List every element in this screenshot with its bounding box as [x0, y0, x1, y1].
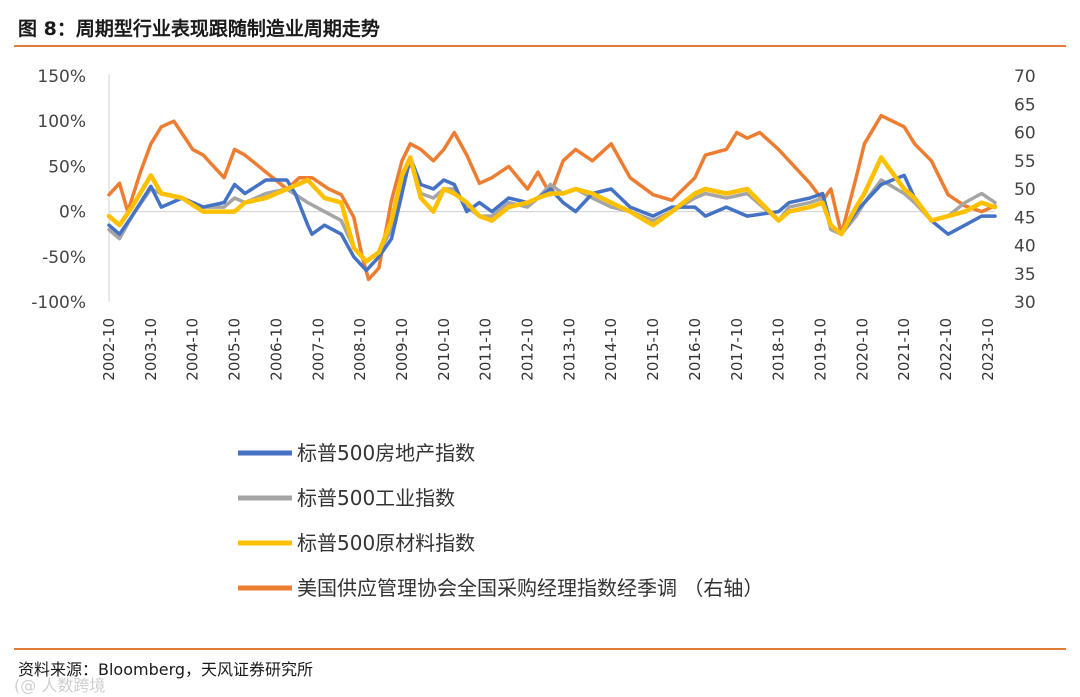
y-right-tick-label: 60 — [1014, 124, 1036, 144]
y-left-tick-label: -100% — [31, 293, 86, 313]
x-tick-label: 2008-10 — [351, 318, 369, 381]
y-left-tick-label: -50% — [42, 248, 86, 268]
x-tick-label: 2018-10 — [770, 318, 788, 381]
y-right-tick-label: 45 — [1014, 208, 1036, 228]
legend-label-1: 标普500工业指数 — [297, 486, 455, 510]
y-right-tick-label: 35 — [1014, 265, 1036, 285]
y-right-tick-label: 50 — [1014, 180, 1036, 200]
x-tick-label: 2016-10 — [686, 318, 704, 381]
x-tick-label: 2022-10 — [937, 318, 955, 381]
x-tick-label: 2021-10 — [895, 318, 913, 381]
watermark: (@ 人数跨境 — [14, 676, 106, 695]
chart-title: 图 8：周期型行业表现跟随制造业周期走势 — [18, 18, 380, 40]
x-tick-label: 2012-10 — [519, 318, 537, 381]
y-right-tick-label: 55 — [1014, 152, 1036, 172]
series-line-3 — [107, 113, 997, 282]
y-left-tick-label: 150% — [37, 67, 86, 87]
series-line-0 — [107, 155, 997, 273]
y-right-tick-label: 65 — [1014, 95, 1036, 115]
y-right-tick-label: 30 — [1014, 293, 1036, 313]
x-tick-label: 2023-10 — [979, 318, 997, 381]
bottom-rule — [14, 648, 1066, 650]
x-tick-label: 2014-10 — [602, 318, 620, 381]
x-tick-label: 2007-10 — [309, 318, 327, 381]
x-tick-label: 2019-10 — [811, 318, 829, 381]
series-line-2 — [106, 155, 998, 264]
x-tick-label: 2011-10 — [477, 318, 495, 381]
x-tick-label: 2004-10 — [184, 318, 202, 381]
legend-label-3: 美国供应管理协会全国采购经理指数经季调 （右轴） — [297, 576, 763, 600]
x-tick-label: 2002-10 — [100, 318, 118, 381]
y-right-tick-label: 70 — [1014, 67, 1036, 87]
x-tick-label: 2015-10 — [644, 318, 662, 381]
source-note: 资料来源：Bloomberg，天风证券研究所 — [18, 660, 314, 679]
top-rule — [14, 45, 1066, 47]
y-left-tick-label: 50% — [48, 157, 86, 177]
x-tick-label: 2010-10 — [435, 318, 453, 381]
legend-label-2: 标普500原材料指数 — [297, 531, 475, 555]
legend-label-0: 标普500房地产指数 — [297, 441, 475, 465]
y-left-tick-label: 100% — [37, 112, 86, 132]
x-tick-label: 2005-10 — [226, 318, 244, 381]
x-tick-label: 2017-10 — [728, 318, 746, 381]
x-tick-label: 2020-10 — [853, 318, 871, 381]
x-tick-label: 2009-10 — [393, 318, 411, 381]
y-right-tick-label: 40 — [1014, 237, 1036, 257]
x-tick-label: 2013-10 — [560, 318, 578, 381]
x-tick-label: 2006-10 — [267, 318, 285, 381]
x-tick-label: 2003-10 — [142, 318, 160, 381]
y-left-tick-label: 0% — [59, 203, 86, 223]
